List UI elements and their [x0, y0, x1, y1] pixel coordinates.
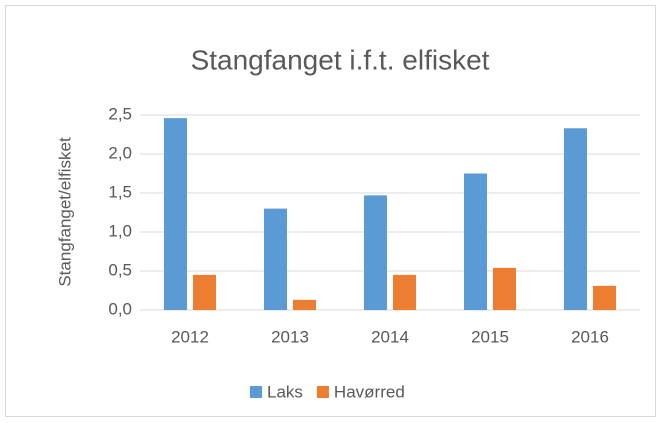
bar: [493, 267, 516, 310]
bar: [393, 274, 416, 310]
x-tick-label: 2013: [271, 327, 309, 346]
y-tick-label: 2,0: [108, 143, 132, 162]
y-tick-label: 0,5: [108, 260, 132, 279]
bar: [464, 173, 487, 310]
bar: [364, 195, 387, 310]
legend-swatch: [316, 386, 329, 398]
bar: [193, 274, 216, 310]
y-tick-label: 2,5: [108, 104, 132, 123]
bar: [593, 285, 616, 310]
bar: [264, 208, 287, 310]
legend-label: Havørred: [334, 382, 405, 401]
bar: [293, 299, 316, 310]
bar: [564, 128, 587, 310]
legend-swatch: [250, 386, 262, 398]
y-axis-label: Stangfanget/elfisket: [55, 137, 74, 287]
y-tick-label: 1,5: [108, 182, 132, 201]
x-tick-label: 2015: [471, 327, 509, 346]
chart-title: Stangfanget i.f.t. elfisket: [191, 44, 490, 75]
x-tick-label: 2014: [371, 327, 409, 346]
x-tick-label: 2012: [171, 327, 209, 346]
y-tick-label: 1,0: [108, 221, 132, 240]
bar: [164, 118, 187, 311]
y-tick-label: 0,0: [108, 299, 132, 318]
legend-label: Laks: [267, 382, 303, 401]
x-tick-label: 2016: [571, 327, 609, 346]
chart-border: [5, 5, 656, 417]
